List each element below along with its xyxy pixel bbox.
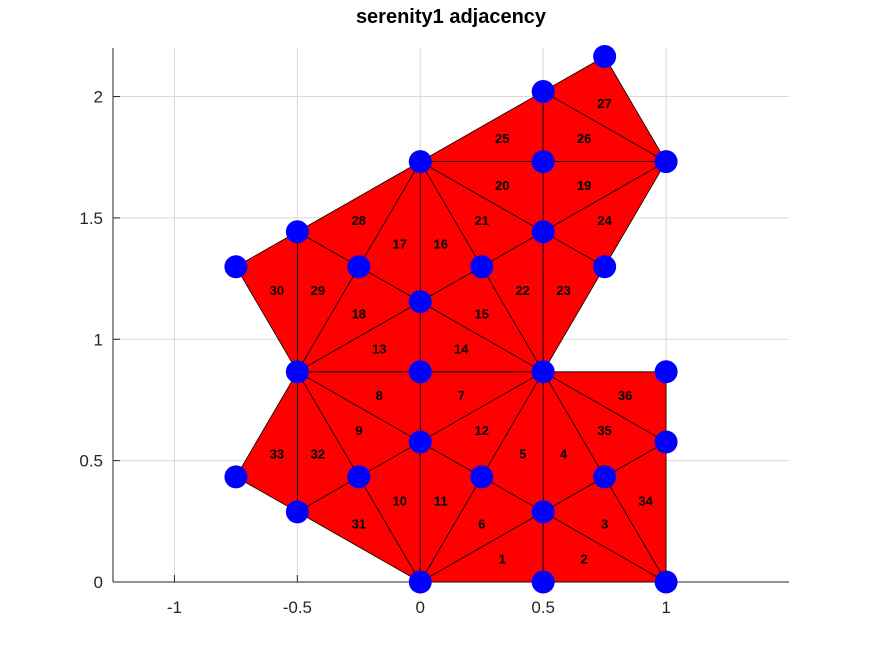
triangle-label: 9 [355, 423, 362, 438]
node-marker [470, 465, 494, 489]
x-tick-label: 1 [661, 598, 670, 617]
triangle-label: 8 [376, 388, 383, 403]
node-marker [408, 290, 432, 314]
node-marker [531, 220, 555, 244]
triangle-label: 20 [495, 178, 509, 193]
y-tick-label: 2 [94, 88, 103, 107]
triangle-label: 22 [515, 283, 529, 298]
triangle-label: 31 [352, 517, 366, 532]
triangle-label: 19 [577, 178, 591, 193]
triangle-label: 7 [458, 388, 465, 403]
node-marker [408, 570, 432, 594]
triangle-label: 11 [434, 493, 448, 508]
triangle-label: 30 [270, 283, 284, 298]
triangle-label: 29 [311, 283, 325, 298]
x-axis-ticks: -1 -0.5 0 0.5 1 [167, 575, 671, 617]
node-marker [531, 570, 555, 594]
triangle-label: 3 [601, 517, 608, 532]
triangle-label: 36 [618, 388, 632, 403]
node-marker [285, 360, 309, 384]
triangle-label: 2 [581, 552, 588, 567]
node-marker [408, 360, 432, 384]
node-marker [593, 44, 617, 68]
x-tick-label: -1 [167, 598, 182, 617]
triangle-label: 14 [454, 341, 469, 356]
triangle-label: 34 [638, 493, 653, 508]
triangle-label: 5 [519, 447, 526, 462]
mesh-nodes [224, 44, 678, 594]
triangle-label: 13 [372, 341, 386, 356]
node-marker [470, 255, 494, 279]
triangle-label: 1 [499, 552, 506, 567]
node-marker [531, 150, 555, 174]
triangle-label: 33 [270, 447, 284, 462]
node-marker [285, 220, 309, 244]
triangle-label: 25 [495, 131, 509, 146]
triangle-label: 28 [352, 213, 366, 228]
node-marker [347, 465, 371, 489]
triangle-label: 4 [560, 447, 568, 462]
triangle-30 [235, 231, 298, 373]
triangle-label: 16 [434, 236, 448, 251]
node-marker [593, 465, 617, 489]
node-marker [654, 430, 678, 454]
node-marker [654, 150, 678, 174]
triangle-label: 32 [311, 447, 325, 462]
node-marker [347, 255, 371, 279]
x-tick-label: -0.5 [283, 598, 312, 617]
node-marker [224, 465, 248, 489]
triangle-label: 26 [577, 131, 591, 146]
y-tick-label: 0.5 [79, 452, 103, 471]
triangle-12 [419, 371, 544, 478]
node-marker [408, 430, 432, 454]
triangle-label: 10 [393, 493, 407, 508]
triangle-label: 24 [597, 213, 612, 228]
x-tick-label: 0 [416, 598, 425, 617]
triangle-label: 17 [393, 236, 407, 251]
triangle-24 [542, 161, 667, 268]
node-marker [531, 500, 555, 524]
node-marker [224, 255, 248, 279]
chart-title: serenity1 adjacency [356, 6, 547, 28]
triangle-27 [542, 56, 667, 162]
node-marker [593, 255, 617, 279]
triangle-36 [542, 371, 667, 443]
triangle-label: 18 [352, 306, 366, 321]
y-tick-label: 1 [94, 330, 103, 349]
mesh-triangles [235, 56, 667, 583]
y-tick-label: 1.5 [79, 209, 103, 228]
y-tick-label: 0 [94, 573, 103, 592]
node-marker [531, 79, 555, 103]
triangle-33 [235, 371, 298, 513]
node-marker [531, 360, 555, 384]
triangle-label: 21 [474, 213, 488, 228]
node-marker [654, 360, 678, 384]
triangle-label: 35 [597, 423, 611, 438]
node-marker [408, 150, 432, 174]
node-marker [285, 500, 309, 524]
triangle-label: 6 [478, 517, 485, 532]
triangle-label: 27 [597, 96, 611, 111]
triangle-label: 23 [556, 283, 570, 298]
y-axis-ticks: 0 0.5 1 1.5 2 [79, 88, 120, 592]
triangle-label: 12 [474, 423, 488, 438]
node-marker [654, 570, 678, 594]
x-tick-label: 0.5 [531, 598, 555, 617]
triangle-label: 15 [474, 306, 488, 321]
